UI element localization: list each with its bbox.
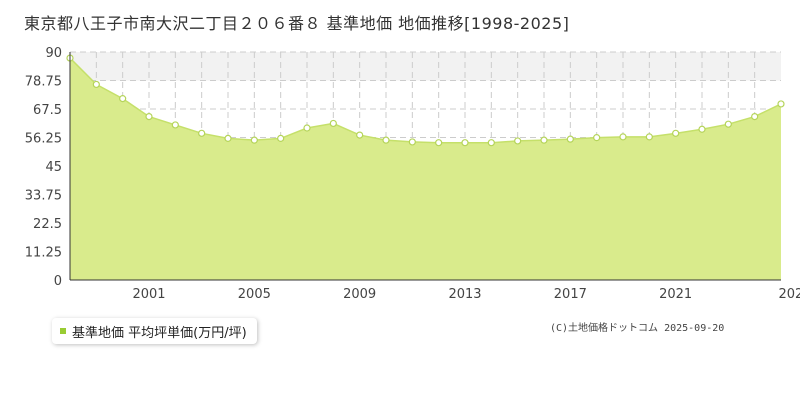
y-tick-label: 67.5 <box>33 103 62 118</box>
data-point <box>461 139 469 147</box>
y-tick-label: 45 <box>45 160 62 175</box>
legend: 基準地価 平均坪単価(万円/坪) <box>52 318 257 344</box>
x-tick-label: 2017 <box>554 287 587 302</box>
x-tick-label: 2005 <box>238 287 271 302</box>
y-tick-label: 78.75 <box>25 75 62 90</box>
y-tick-label: 90 <box>45 46 62 61</box>
series-area <box>70 58 781 280</box>
data-point <box>619 133 627 141</box>
data-point <box>224 134 232 142</box>
data-point <box>303 124 311 132</box>
data-point <box>119 95 127 103</box>
x-tick-label: 2001 <box>132 287 165 302</box>
data-point <box>724 120 732 128</box>
data-point <box>487 139 495 147</box>
chart-title: 東京都八王子市南大沢二丁目２０６番８ 基準地価 地価推移[1998-2025] <box>24 14 570 33</box>
data-point <box>408 138 416 146</box>
data-point <box>645 133 653 141</box>
data-point <box>92 80 100 89</box>
x-tick-label: 2025 <box>778 287 800 302</box>
data-point <box>329 119 337 128</box>
legend-swatch <box>60 328 66 334</box>
y-tick-label: 22.5 <box>33 217 62 232</box>
data-point <box>751 112 759 121</box>
series-line <box>69 57 782 144</box>
y-tick-label: 56.25 <box>25 132 62 147</box>
data-point <box>593 134 601 142</box>
data-point <box>777 100 785 108</box>
x-tick-label: 2021 <box>659 287 692 302</box>
data-point <box>250 136 258 144</box>
data-point <box>198 129 206 137</box>
y-tick-label: 11.25 <box>25 246 62 261</box>
data-point <box>382 136 390 144</box>
data-point <box>145 112 153 121</box>
data-point <box>277 134 285 142</box>
data-point <box>698 125 706 133</box>
data-point <box>435 139 443 147</box>
credit-text: (C)土地価格ドットコム 2025-09-20 <box>550 323 725 334</box>
y-tick-label: 0 <box>54 274 62 289</box>
data-point <box>540 136 548 144</box>
data-point <box>356 131 364 139</box>
legend-label: 基準地価 平均坪単価(万円/坪) <box>72 325 247 341</box>
data-point <box>566 135 574 143</box>
y-tick-label: 33.75 <box>25 189 62 204</box>
data-point <box>514 137 522 145</box>
data-point <box>171 121 179 129</box>
data-point <box>672 129 680 137</box>
x-tick-label: 2009 <box>343 287 376 302</box>
x-tick-label: 2013 <box>448 287 481 302</box>
plot-band <box>70 52 781 81</box>
